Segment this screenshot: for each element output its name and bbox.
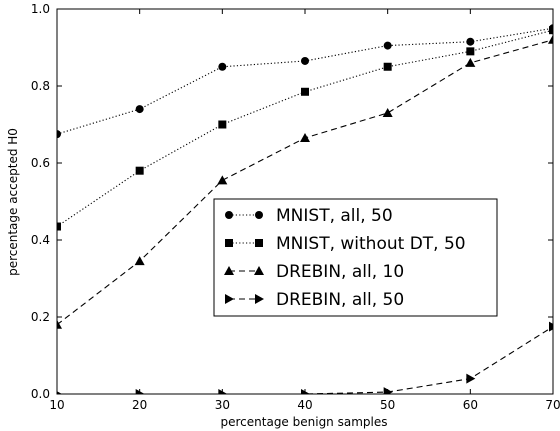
data-point <box>135 105 144 114</box>
series-4 <box>57 321 553 394</box>
legend-label: MNIST, without DT, 50 <box>276 234 466 254</box>
legend-label: DREBIN, all, 10 <box>276 262 404 282</box>
legend-entry-2: MNIST, without DT, 50 <box>225 234 466 254</box>
legend-marker <box>255 294 264 304</box>
data-point <box>135 166 144 175</box>
axes: 10 20 30 40 50 60 70 0.0 0.2 0.4 0.6 0.8 1.0 <box>31 2 560 412</box>
data-point <box>300 132 310 142</box>
x-tick-label: 10 <box>49 398 64 412</box>
data-point <box>218 62 227 71</box>
y-axis-label: percentage accepted H0 <box>6 128 20 276</box>
series-line <box>57 326 553 394</box>
legend-label: DREBIN, all, 50 <box>276 290 404 310</box>
data-point <box>383 62 392 71</box>
data-point <box>301 56 309 65</box>
data-point <box>549 26 553 35</box>
plot-marks <box>57 24 553 394</box>
y-tick-label: 1.0 <box>31 2 50 16</box>
data-point <box>134 256 145 266</box>
legend-marker <box>225 211 233 219</box>
data-point <box>57 319 62 329</box>
x-tick-label: 40 <box>297 398 312 412</box>
x-tick-label: 50 <box>380 398 395 412</box>
legend-marker <box>224 266 234 275</box>
legend-marker <box>225 239 233 247</box>
y-tick-label: 0.6 <box>31 156 50 170</box>
x-tick-label: 30 <box>215 398 230 412</box>
y-tick-label: 0.8 <box>31 79 50 93</box>
data-point <box>301 87 309 96</box>
data-point <box>383 41 392 50</box>
legend-marker <box>255 239 263 247</box>
data-point <box>218 120 227 129</box>
data-point <box>548 34 553 44</box>
data-point <box>217 175 228 185</box>
series-3 <box>57 34 553 329</box>
data-point <box>466 47 475 56</box>
data-point <box>549 321 553 332</box>
data-point <box>57 391 62 394</box>
legend-entry-4: DREBIN, all, 50 <box>225 290 404 310</box>
data-point <box>465 57 476 67</box>
x-axis-label: percentage benign samples <box>221 415 388 429</box>
data-point <box>466 373 476 384</box>
data-point <box>382 107 393 117</box>
legend: MNIST, all, 50 MNIST, without DT, 50 DREBI… <box>213 198 498 317</box>
legend-marker <box>225 294 234 304</box>
legend-marker <box>254 266 264 275</box>
series-1 <box>57 24 553 139</box>
x-tick-label: 60 <box>463 398 478 412</box>
legend-label: MNIST, all, 50 <box>276 206 393 226</box>
legend-box <box>213 198 498 317</box>
series-2 <box>57 26 553 231</box>
y-tick-label: 0.4 <box>31 233 50 247</box>
series-line <box>57 27 553 135</box>
y-tick-label: 0.0 <box>31 387 50 401</box>
x-tick-label: 70 <box>545 398 560 412</box>
legend-marker <box>255 211 263 219</box>
legend-entry-3: DREBIN, all, 10 <box>224 262 404 282</box>
x-tick-label: 20 <box>132 398 147 412</box>
data-point <box>57 130 61 139</box>
y-tick-label: 0.2 <box>31 310 50 324</box>
data-point <box>57 222 61 231</box>
data-point <box>466 37 475 46</box>
legend-entry-1: MNIST, all, 50 <box>225 206 393 226</box>
